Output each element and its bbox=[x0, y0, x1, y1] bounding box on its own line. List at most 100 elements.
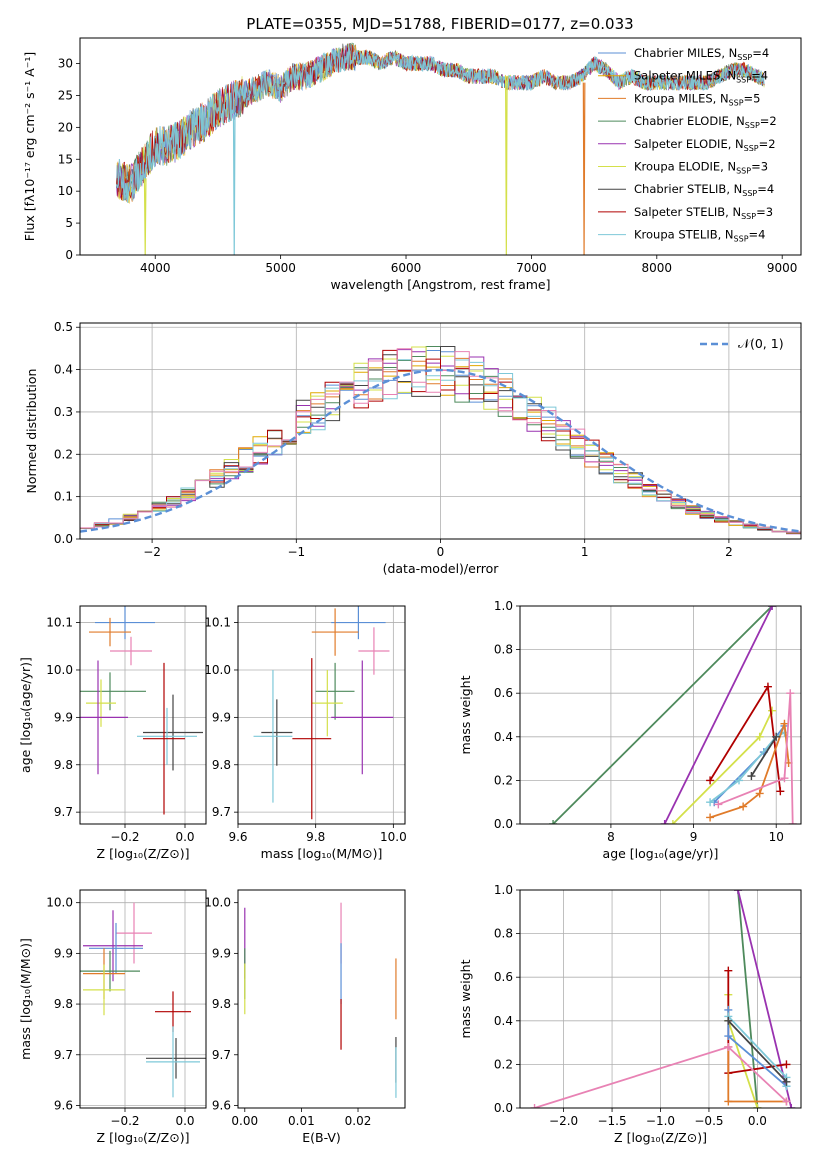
y-tick-label: 25 bbox=[58, 88, 73, 102]
legend-entry: Salpeter MILES, NSSP=4 bbox=[634, 69, 768, 85]
y-tick-label: 9.7 bbox=[54, 805, 73, 819]
x-axis-label: mass [log₁₀(M/M⊙)] bbox=[261, 846, 383, 861]
series-marker bbox=[763, 682, 772, 691]
series-marker bbox=[706, 776, 715, 785]
axes-frame bbox=[79, 889, 207, 1109]
series-marker bbox=[755, 789, 764, 798]
y-tick-label: 9.6 bbox=[54, 1098, 73, 1112]
series-marker bbox=[747, 772, 756, 781]
x-tick-label: 9.6 bbox=[228, 830, 247, 844]
y-tick-label: 5 bbox=[65, 216, 73, 230]
series-marker bbox=[780, 719, 789, 728]
axes-frame bbox=[237, 605, 406, 825]
x-axis-label: Z [log₁₀(Z/Z⊙)] bbox=[614, 1130, 707, 1145]
y-axis-label: mass weight bbox=[458, 959, 473, 1038]
series-marker bbox=[776, 787, 785, 796]
series-marker bbox=[724, 1097, 733, 1106]
axes-frame bbox=[237, 889, 406, 1109]
y-tick-label: 9.8 bbox=[212, 758, 231, 772]
series-marker bbox=[734, 890, 743, 894]
series-line bbox=[737, 890, 759, 1108]
spectrum-spike bbox=[582, 82, 586, 255]
axes-frame bbox=[519, 889, 802, 1109]
y-axis-label: mass weight bbox=[458, 675, 473, 754]
x-tick-label: −0.5 bbox=[694, 1114, 723, 1128]
x-tick-label: 0.0 bbox=[175, 830, 194, 844]
legend-entry: Kroupa MILES, NSSP=5 bbox=[634, 91, 760, 107]
x-tick-label: −2.0 bbox=[549, 1114, 578, 1128]
plot-area bbox=[80, 346, 801, 535]
legend-value: =4 bbox=[751, 69, 768, 83]
y-axis-label: mass [log₁₀(M/M⊙)] bbox=[18, 938, 33, 1060]
plot-area bbox=[80, 606, 203, 815]
x-tick-label: 1 bbox=[581, 545, 589, 559]
y-tick-label: 1.0 bbox=[494, 599, 513, 613]
x-tick-label: 10.0 bbox=[380, 830, 407, 844]
x-axis-label: age [log₁₀(age/yr)] bbox=[603, 846, 719, 861]
y-tick-label: 0.8 bbox=[494, 643, 513, 657]
panel-mass-vs-EBV: 0.00 0.01 0.02 9.6 9.7 9.8 9.9 10.0 E(B-V) bbox=[204, 889, 406, 1145]
x-tick-label: 9.8 bbox=[306, 830, 325, 844]
y-tick-label: 20 bbox=[58, 120, 73, 134]
legend-value: =2 bbox=[760, 114, 777, 128]
y-tick-label: 0.2 bbox=[494, 773, 513, 787]
y-axis-label: age [log₁₀(age/yr)] bbox=[18, 657, 33, 773]
panel-massweight-vs-Z: −2.0 −1.5 −1.0 −0.5 0.0 0.0 0.2 0.4 0.6 0.8 1.0 Z [… bbox=[458, 883, 802, 1145]
y-tick-label: 10.0 bbox=[46, 896, 73, 910]
x-tick-label: 9 bbox=[690, 830, 698, 844]
x-tick-label: 0.0 bbox=[748, 1114, 767, 1128]
legend-value: =5 bbox=[744, 91, 761, 105]
y-tick-label: 0.6 bbox=[494, 970, 513, 984]
legend-entry: 𝒩(0, 1) bbox=[738, 336, 784, 351]
y-tick-label: 0 bbox=[65, 248, 73, 262]
x-tick-label: 4000 bbox=[140, 261, 171, 275]
y-tick-label: 1.0 bbox=[494, 883, 513, 897]
x-axis-label: E(B-V) bbox=[302, 1130, 341, 1145]
spectrum-spike bbox=[232, 114, 236, 255]
x-axis-label: Z [log₁₀(Z/Z⊙)] bbox=[97, 846, 190, 861]
plot-area bbox=[530, 890, 796, 1108]
series-marker bbox=[724, 1042, 733, 1051]
x-tick-label: 7000 bbox=[516, 261, 547, 275]
y-tick-label: 0.0 bbox=[54, 532, 73, 546]
series-line bbox=[750, 736, 777, 777]
x-tick-label: −1.5 bbox=[597, 1114, 626, 1128]
y-tick-label: 9.7 bbox=[212, 805, 231, 819]
x-axis-label: (data-model)/error bbox=[383, 561, 500, 576]
x-tick-label: 6000 bbox=[391, 261, 422, 275]
legend-entry: Salpeter STELIB, NSSP=3 bbox=[634, 205, 773, 221]
figure-title: PLATE=0355, MJD=51788, FIBERID=0177, z=0… bbox=[246, 15, 633, 33]
legend-value: =4 bbox=[752, 46, 769, 60]
x-tick-label: 10 bbox=[769, 830, 784, 844]
series-marker bbox=[782, 1097, 791, 1106]
legend-entry: Chabrier STELIB, NSSP=4 bbox=[634, 182, 774, 198]
x-axis-label: Z [log₁₀(Z/Z⊙)] bbox=[97, 1130, 190, 1145]
legend-value: =3 bbox=[751, 160, 768, 174]
legend-sub: SSP bbox=[729, 98, 744, 107]
y-tick-label: 0.3 bbox=[54, 405, 73, 419]
series-marker bbox=[755, 732, 764, 741]
legend-entry: Kroupa ELODIE, NSSP=3 bbox=[634, 160, 768, 176]
series-marker bbox=[772, 732, 781, 741]
y-tick-label: 10.1 bbox=[204, 616, 231, 630]
panel-mass-vs-Z: −0.2 0.0 9.6 9.7 9.8 9.9 10.0 Z [log₁₀(Z/Z⊙)] ma… bbox=[18, 889, 207, 1145]
axes-frame bbox=[79, 605, 207, 825]
legend-value: =3 bbox=[756, 205, 773, 219]
x-tick-label: 5000 bbox=[265, 261, 296, 275]
y-tick-label: 10 bbox=[58, 184, 73, 198]
series-marker bbox=[724, 966, 733, 975]
spectrum-line bbox=[115, 43, 765, 203]
series-marker bbox=[768, 706, 777, 715]
series-line bbox=[718, 693, 794, 824]
y-tick-label: 9.8 bbox=[212, 997, 231, 1011]
x-tick-label: −1.0 bbox=[646, 1114, 675, 1128]
x-tick-label: 9000 bbox=[767, 261, 798, 275]
series-line bbox=[737, 890, 793, 1108]
series-marker bbox=[768, 606, 777, 610]
legend-entry: Chabrier MILES, NSSP=4 bbox=[634, 46, 769, 62]
x-tick-label: 0.0 bbox=[175, 1114, 194, 1128]
axes-frame bbox=[79, 322, 802, 540]
y-tick-label: 0.6 bbox=[494, 686, 513, 700]
series-marker bbox=[739, 802, 748, 811]
series-marker bbox=[782, 1077, 791, 1086]
